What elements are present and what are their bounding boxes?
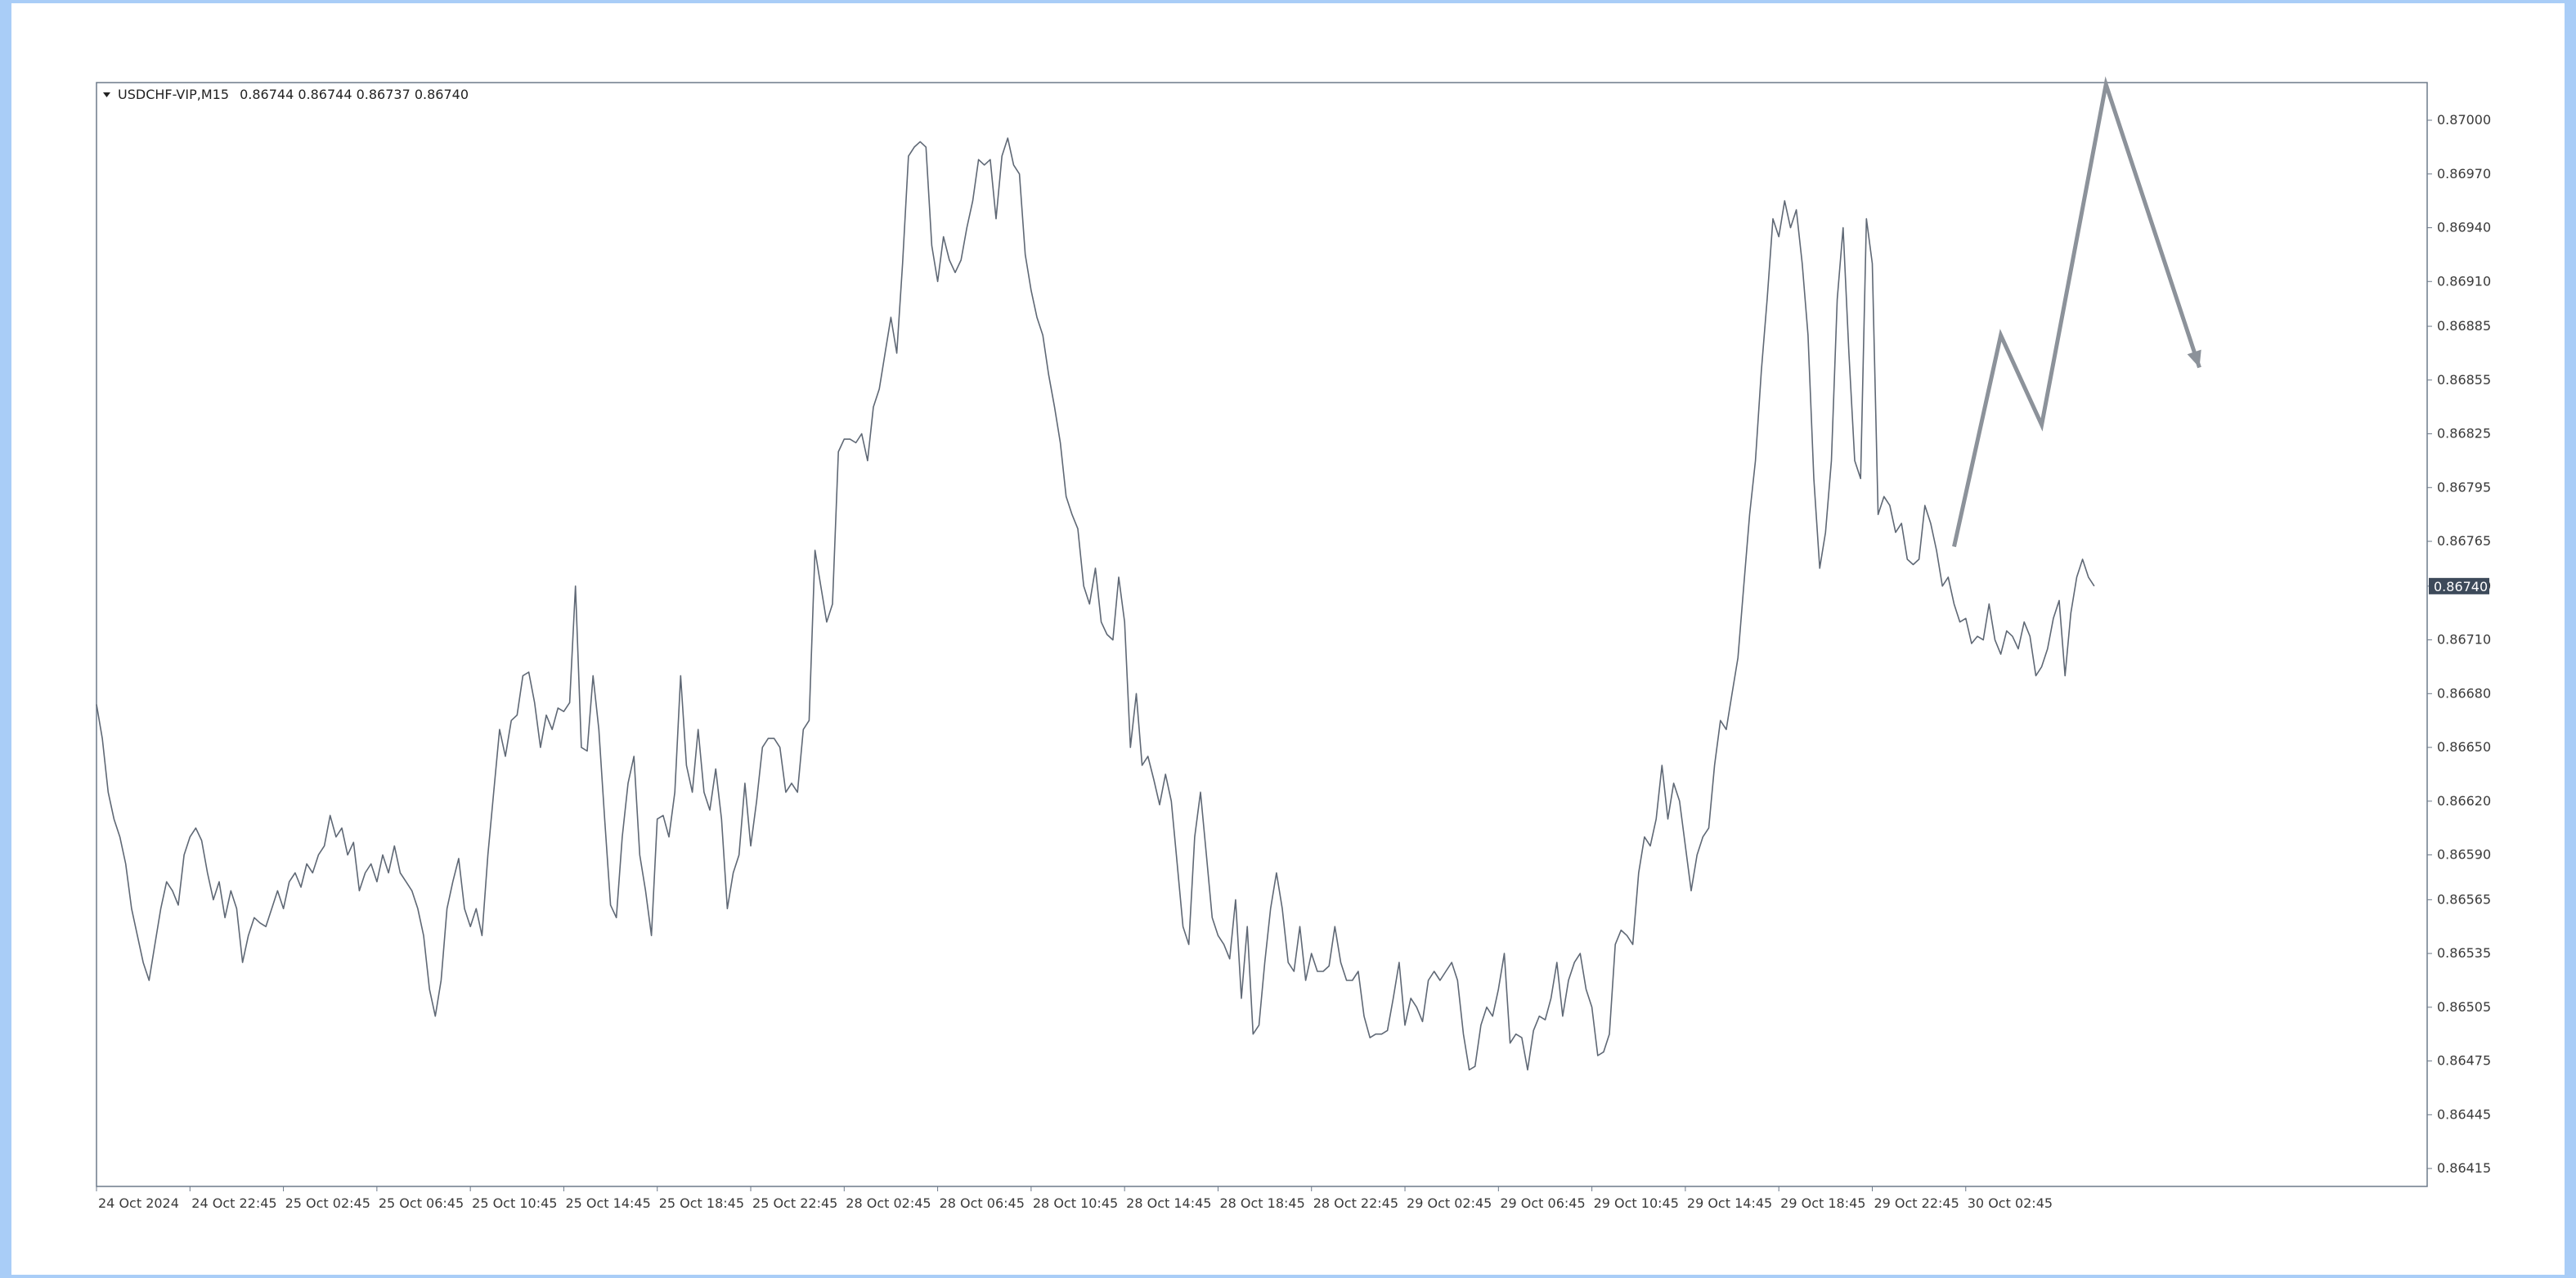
chart-info-header: USDCHF-VIP,M15 0.86744 0.86744 0.86737 0… (103, 87, 469, 102)
y-tick-label: 0.86650 (2437, 739, 2491, 755)
x-tick-label: 29 Oct 22:45 (1874, 1195, 1959, 1211)
x-tick-label: 25 Oct 22:45 (752, 1195, 837, 1211)
chart-window: 0.87000 0.86970 0.86940 0.86910 0.86885 0.868… (11, 3, 2565, 1275)
y-tick-label: 0.86475 (2437, 1053, 2491, 1069)
forecast-path[interactable] (1952, 76, 2201, 548)
y-axis: 0.87000 0.86970 0.86940 0.86910 0.86885 0.868… (2427, 112, 2491, 1176)
chart-info-text: USDCHF-VIP,M15 0.86744 0.86744 0.86737 0… (118, 87, 469, 102)
x-tick-label: 28 Oct 22:45 (1313, 1195, 1398, 1211)
y-tick-label: 0.86910 (2437, 273, 2491, 289)
y-tick-label: 0.86535 (2437, 945, 2491, 961)
y-tick-label: 0.86765 (2437, 533, 2491, 549)
x-tick-label: 25 Oct 10:45 (472, 1195, 557, 1211)
x-tick-label: 24 Oct 22:45 (191, 1195, 276, 1211)
y-tick-label: 0.86565 (2437, 891, 2491, 907)
x-tick-label: 28 Oct 14:45 (1126, 1195, 1211, 1211)
arrowhead-icon (2187, 349, 2201, 368)
forecast-arrow (1952, 76, 2201, 548)
x-tick-label: 29 Oct 02:45 (1407, 1195, 1492, 1211)
y-tick-label: 0.86885 (2437, 318, 2491, 334)
y-tick-label: 0.86445 (2437, 1106, 2491, 1122)
y-tick-label: 0.86940 (2437, 220, 2491, 235)
x-tick-label: 29 Oct 14:45 (1687, 1195, 1772, 1211)
x-tick-label: 28 Oct 06:45 (940, 1195, 1025, 1211)
price-chart[interactable]: 0.87000 0.86970 0.86940 0.86910 0.86885 0.868… (11, 3, 2565, 1275)
y-tick-label: 0.86970 (2437, 166, 2491, 182)
y-tick-label: 0.86795 (2437, 479, 2491, 495)
y-tick-label: 0.86590 (2437, 847, 2491, 863)
y-tick-label: 0.86620 (2437, 793, 2491, 809)
y-tick-label: 0.86710 (2437, 632, 2491, 648)
x-tick-label: 28 Oct 18:45 (1219, 1195, 1304, 1211)
collapse-triangle-icon[interactable] (103, 92, 110, 97)
x-tick-label: 30 Oct 02:45 (1968, 1195, 2053, 1211)
x-tick-label: 24 Oct 2024 (98, 1195, 179, 1211)
x-tick-label: 29 Oct 06:45 (1500, 1195, 1585, 1211)
x-tick-label: 29 Oct 10:45 (1594, 1195, 1679, 1211)
y-tick-label: 0.86855 (2437, 372, 2491, 388)
last-price-label: 0.86740 (2434, 579, 2488, 594)
y-tick-label: 0.86415 (2437, 1160, 2491, 1176)
y-tick-label: 0.86680 (2437, 685, 2491, 701)
series-layer (96, 137, 2095, 1071)
x-axis: 24 Oct 2024 24 Oct 22:45 25 Oct 02:45 25 Oc… (96, 1186, 2053, 1211)
x-tick-label: 29 Oct 18:45 (1780, 1195, 1865, 1211)
y-tick-label: 0.86505 (2437, 999, 2491, 1015)
x-tick-label: 25 Oct 14:45 (565, 1195, 650, 1211)
plot-area[interactable] (96, 82, 2428, 1187)
x-tick-label: 25 Oct 06:45 (379, 1195, 464, 1211)
price-series-line[interactable] (96, 137, 2095, 1071)
last-price-background (2429, 577, 2489, 594)
x-tick-label: 25 Oct 18:45 (659, 1195, 744, 1211)
symbol-label: USDCHF-VIP,M15 (118, 87, 229, 102)
ohlc-values: 0.86744 0.86744 0.86737 0.86740 (240, 87, 469, 102)
x-tick-label: 25 Oct 02:45 (285, 1195, 370, 1211)
x-tick-label: 28 Oct 10:45 (1033, 1195, 1118, 1211)
x-tick-label: 28 Oct 02:45 (846, 1195, 931, 1211)
y-tick-label: 0.86825 (2437, 426, 2491, 442)
last-price-tag: 0.86740 (2429, 577, 2489, 594)
y-tick-label: 0.87000 (2437, 112, 2491, 128)
